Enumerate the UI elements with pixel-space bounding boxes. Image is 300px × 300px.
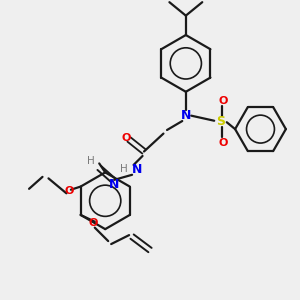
Text: S: S xyxy=(216,115,225,128)
Text: O: O xyxy=(218,96,228,106)
Text: O: O xyxy=(88,218,98,228)
Text: O: O xyxy=(218,137,228,148)
Text: N: N xyxy=(181,109,191,122)
Text: O: O xyxy=(65,186,74,196)
Text: O: O xyxy=(122,133,131,143)
Text: H: H xyxy=(120,164,127,174)
Text: H: H xyxy=(87,156,95,166)
Text: N: N xyxy=(132,163,142,176)
Text: N: N xyxy=(109,178,119,191)
